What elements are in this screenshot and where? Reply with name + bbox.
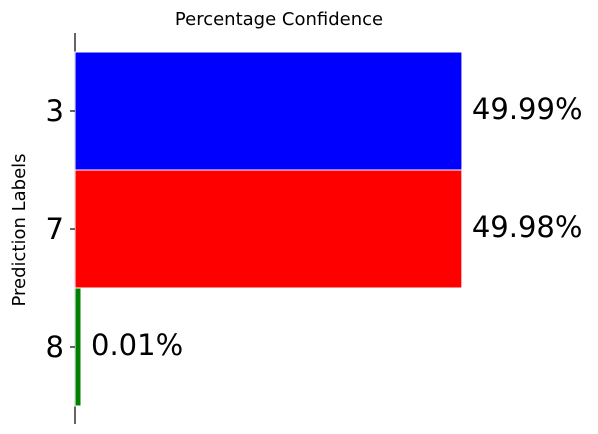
- tick-label-8: 8: [46, 330, 64, 364]
- tick-label-7: 7: [46, 212, 64, 246]
- bar-7: [74, 169, 463, 289]
- y-axis-label: Prediction Labels: [9, 153, 30, 306]
- bar-8: [74, 287, 82, 407]
- value-label-7: 49.98%: [472, 210, 583, 244]
- value-label-3: 49.99%: [472, 92, 583, 126]
- bar-3: [74, 51, 463, 171]
- value-label-8: 0.01%: [91, 328, 183, 362]
- tick-label-3: 3: [46, 94, 64, 128]
- chart-title: Percentage Confidence: [175, 9, 383, 30]
